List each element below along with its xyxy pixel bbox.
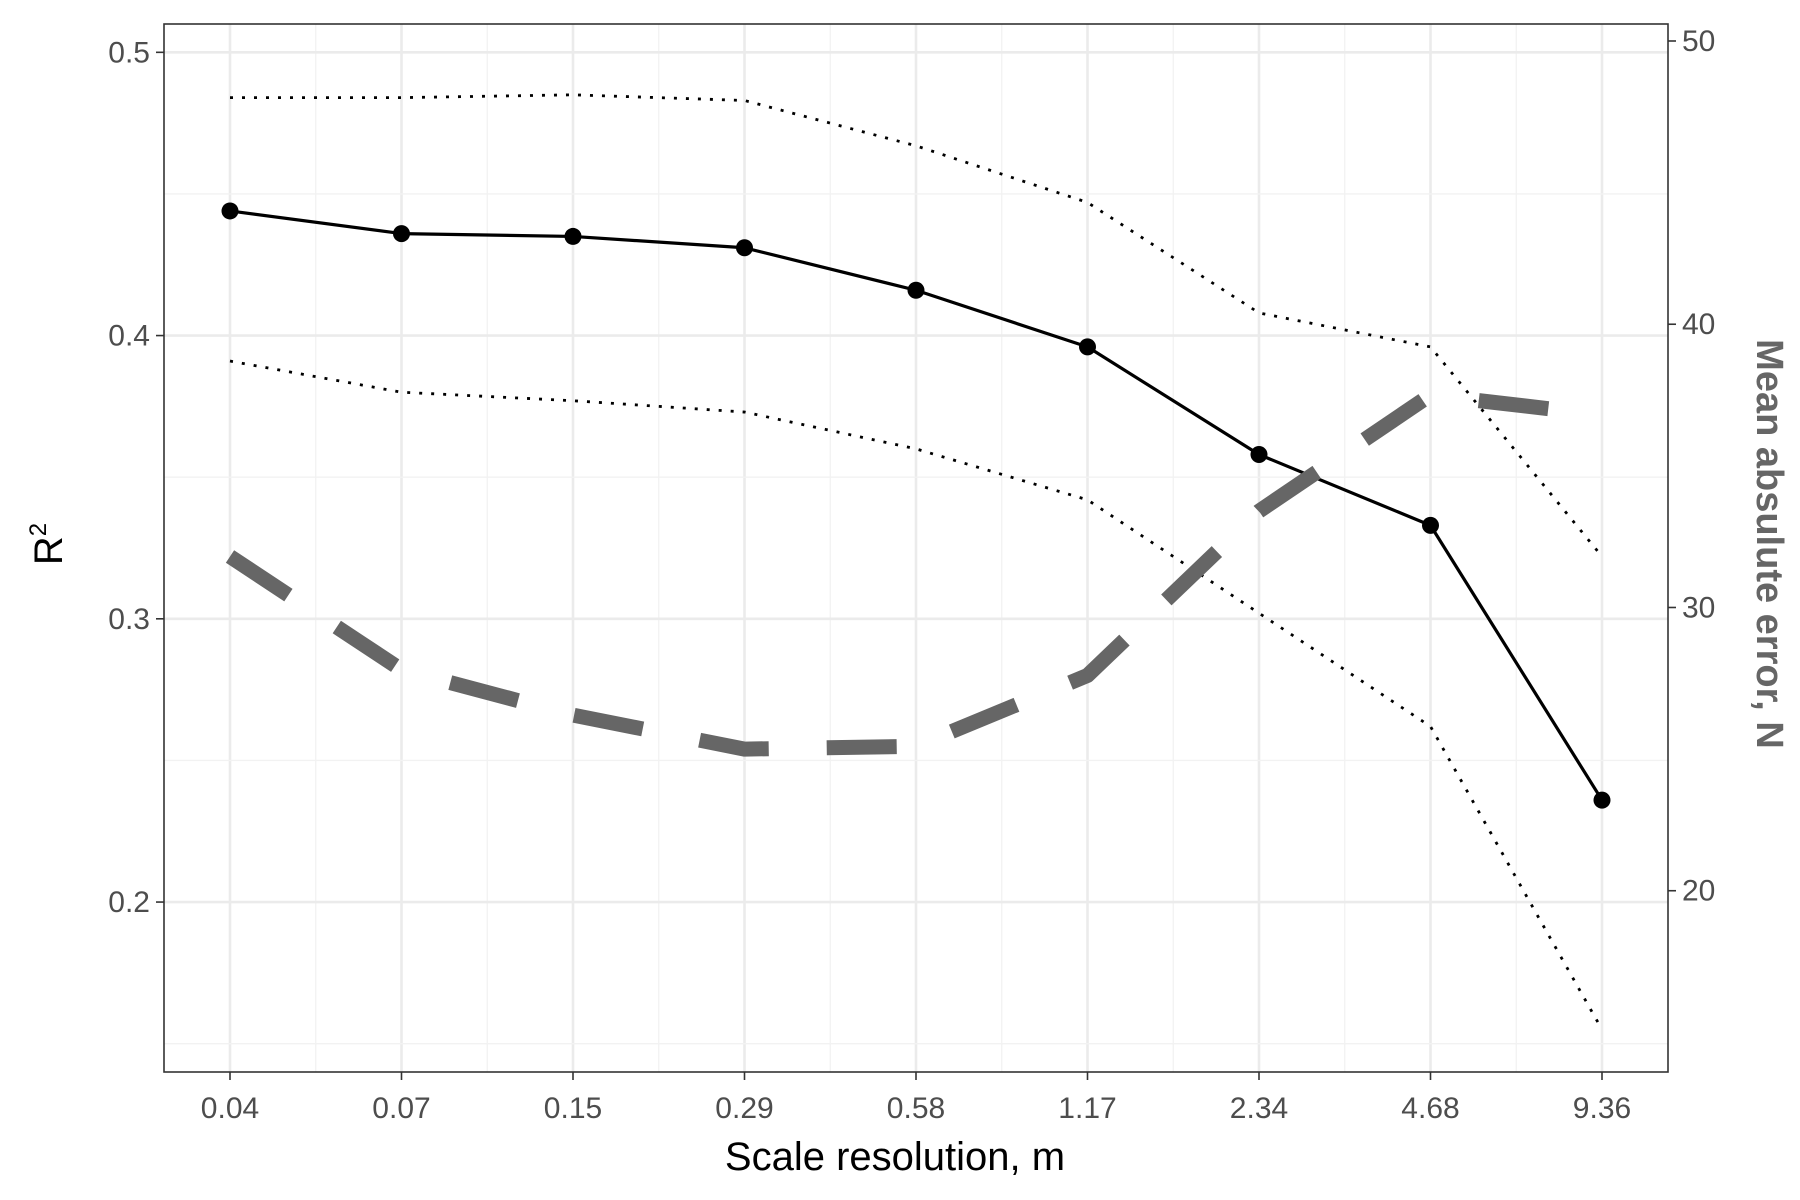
x-tick-label: 9.36	[1573, 1092, 1631, 1125]
y-axis-title-superscript: 2	[25, 523, 52, 536]
series-layer	[221, 93, 1611, 1031]
grid	[164, 24, 1668, 1072]
axes-layer: 0.04 0.07 0.15 0.29 0.58 1.17 2.34 4.68 9.36 0.2 0…	[108, 25, 1715, 1125]
r2-bound-line	[230, 93, 1604, 558]
x-tick-label: 0.15	[544, 1092, 602, 1125]
r2-point	[907, 281, 925, 299]
x-axis-title: Scale resolution, m	[725, 1135, 1065, 1179]
r2-point	[564, 227, 582, 245]
y2-tick-label: 50	[1682, 25, 1715, 58]
r2-point	[736, 239, 753, 257]
x-tick-label: 2.34	[1230, 1092, 1288, 1125]
x-tick-label: 0.58	[887, 1092, 945, 1125]
r2-point	[221, 202, 239, 220]
x-tick-label: 0.29	[715, 1092, 773, 1125]
y2-tick-label: 40	[1682, 308, 1715, 341]
r2-bound-line	[229, 359, 1604, 1031]
x-tick-label: 4.68	[1401, 1092, 1459, 1125]
y-tick-label: 0.3	[108, 603, 150, 636]
x-tick-label: 0.04	[201, 1092, 259, 1125]
mae-line	[225, 387, 1603, 757]
y-tick-label: 0.2	[108, 886, 150, 919]
y-tick-label: 0.5	[108, 36, 150, 69]
r2-point	[1422, 516, 1439, 534]
y2-tick-label: 30	[1682, 591, 1715, 624]
r2-point	[393, 225, 410, 243]
y-tick-label: 0.4	[108, 320, 150, 353]
y2-axis-title: Mean absulute error, N	[1748, 339, 1790, 749]
y-axis-title-base: R	[27, 536, 71, 565]
r2-point	[1079, 338, 1096, 356]
x-tick-label: 0.07	[372, 1092, 430, 1125]
y-axis-title: R2	[25, 523, 71, 565]
r2-point	[1250, 446, 1268, 464]
y2-tick-label: 20	[1682, 875, 1715, 908]
r2-point	[1593, 791, 1611, 809]
x-tick-label: 1.17	[1058, 1092, 1116, 1125]
